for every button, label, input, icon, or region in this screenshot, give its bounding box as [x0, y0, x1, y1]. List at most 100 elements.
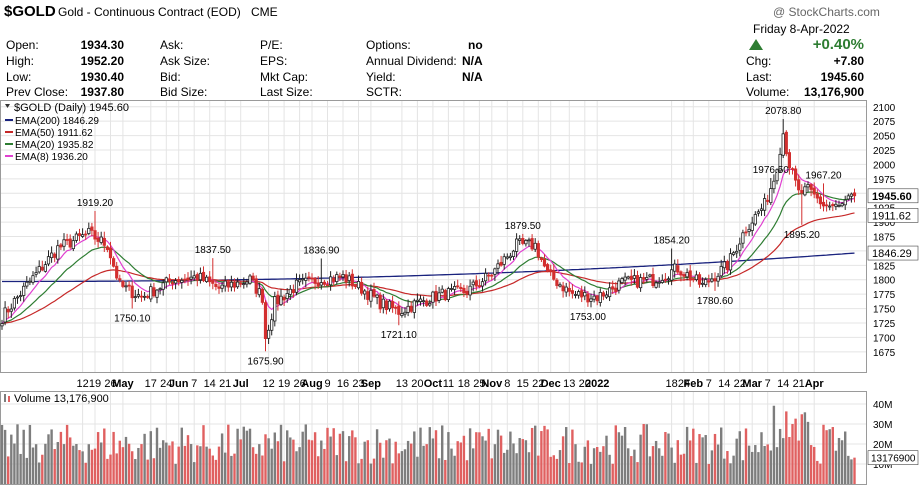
volume-bar	[245, 430, 249, 484]
candle-body	[663, 278, 668, 281]
volume-bar	[3, 429, 7, 484]
x-tick-label: 14	[777, 378, 789, 390]
volume-bar	[317, 456, 320, 484]
candle-body	[397, 305, 401, 315]
volume-bar	[472, 448, 475, 484]
legend-dropdown-icon	[5, 104, 10, 108]
volume-bar	[633, 449, 636, 484]
volume-bar	[720, 427, 723, 484]
candle-body	[710, 278, 714, 282]
x-tick-label: 22	[532, 378, 544, 390]
volume-bar	[577, 461, 580, 484]
volume-value: 13,176,900	[803, 85, 864, 99]
candle-body	[68, 238, 72, 248]
open-value: 1934.30	[80, 38, 124, 52]
candle-body	[378, 294, 382, 310]
volume-bar	[180, 427, 183, 484]
candle-body	[821, 201, 826, 207]
candle-body	[732, 252, 736, 255]
candle-body	[313, 277, 317, 284]
candle-body	[570, 290, 575, 294]
volume-bar	[50, 429, 53, 484]
candle-body	[608, 287, 612, 298]
volume-bar	[109, 454, 112, 484]
volume-bar	[121, 447, 125, 484]
candle-body	[270, 319, 274, 331]
volume-bar	[199, 446, 202, 484]
sctr-label: SCTR:	[366, 85, 402, 99]
volume-bar	[437, 458, 441, 484]
x-tick-label: 20	[579, 378, 591, 390]
candle-body	[536, 243, 540, 258]
volume-bar	[732, 455, 735, 484]
candle-body	[301, 278, 305, 281]
candle-body	[477, 285, 482, 287]
volume-bar	[397, 453, 400, 484]
volume-bar	[605, 435, 608, 484]
candle-body	[825, 204, 829, 207]
candle-body	[766, 199, 770, 202]
y-tick-label: 1775	[873, 290, 896, 301]
volume-bar	[441, 425, 444, 484]
candle-body	[285, 293, 289, 299]
candle-body	[307, 276, 311, 279]
candle-body	[335, 274, 339, 283]
candle-body	[59, 244, 63, 248]
volume-bar	[800, 414, 803, 484]
volume-bar	[224, 452, 227, 484]
candle-body	[136, 294, 140, 297]
candle-body	[149, 286, 153, 300]
y-tick-label: 2050	[873, 132, 896, 143]
volume-bar	[670, 447, 673, 484]
volume-bar	[375, 429, 379, 484]
candle-body	[428, 303, 432, 306]
candle-body	[452, 286, 457, 290]
yield-label: Yield:	[366, 70, 396, 84]
volume-bar	[239, 439, 242, 484]
ask-label: Ask:	[160, 38, 184, 52]
volume-bar	[809, 445, 813, 484]
candle-body	[74, 233, 78, 241]
volume-bar	[258, 444, 261, 484]
volume-bar	[363, 441, 366, 484]
candle-body	[3, 307, 7, 323]
candle-body	[794, 168, 798, 181]
legend-ema50: EMA(50) 1911.62	[15, 128, 93, 139]
candle-body	[124, 285, 128, 288]
volume-bar	[93, 448, 97, 484]
volume-bar	[332, 428, 335, 484]
candle-body	[456, 285, 460, 288]
volume-bar	[59, 431, 63, 484]
x-tick-label: 15	[517, 378, 529, 390]
candle-body	[598, 292, 602, 303]
volume-bar	[62, 444, 66, 484]
price-annotations: 1919.20 1750.10 1837.50 1675.90 1836.90 1721.…	[77, 106, 842, 367]
volume-bar	[785, 411, 788, 484]
candle-body	[437, 292, 441, 301]
x-tick-label: 21	[793, 378, 805, 390]
candle-body	[425, 300, 429, 306]
volume-bar	[574, 444, 577, 484]
quote-date: Friday 8-Apr-2022	[753, 22, 850, 36]
candle-body	[775, 169, 779, 182]
price-annotation: 2078.80	[765, 106, 802, 117]
annual-dividend-label: Annual Dividend:	[366, 54, 457, 68]
candle-body	[294, 279, 299, 293]
volume-bar	[406, 440, 410, 484]
candle-body	[685, 272, 689, 278]
candle-body	[403, 311, 407, 315]
x-tick-label: May	[112, 378, 134, 390]
candle-body	[279, 295, 283, 306]
volume-bar	[134, 459, 137, 484]
volume-bar	[282, 461, 286, 484]
ema200-value-tag: 1846.29	[872, 248, 912, 260]
volume-legend-icon-bar	[8, 396, 10, 402]
candle-body	[71, 240, 75, 250]
prev-close-label: Prev Close:	[6, 85, 69, 99]
candle-body	[738, 243, 742, 251]
candle-body	[539, 257, 544, 260]
candle-body	[614, 287, 618, 293]
x-tick-label: 12	[262, 378, 274, 390]
volume-bar	[34, 444, 38, 484]
volume-bars	[0, 405, 856, 484]
